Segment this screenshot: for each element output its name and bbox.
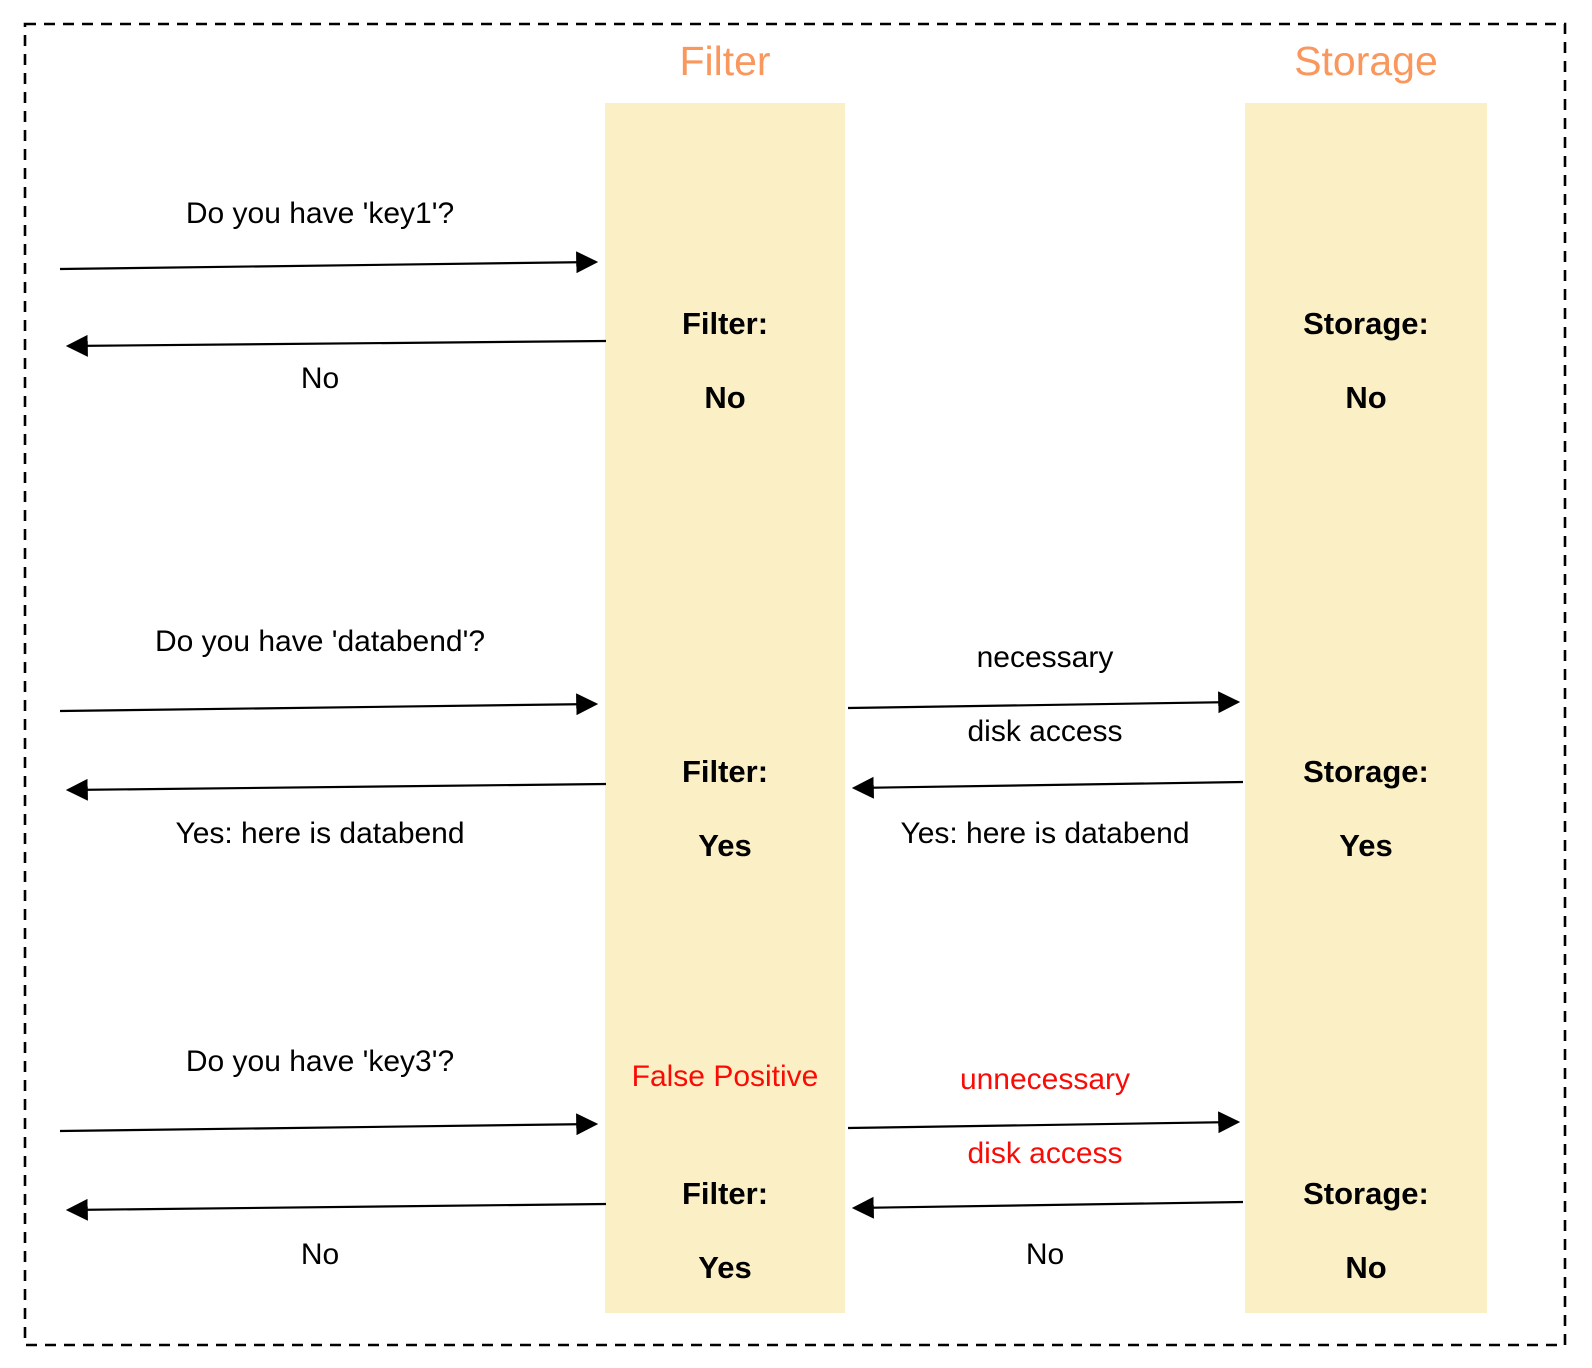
storage-state-row1-value: No (1345, 380, 1387, 415)
reply-label-row2: Yes: here is databend (175, 817, 465, 850)
filter-state-row1-value: No (704, 380, 746, 415)
arrow-client-to-filter-row3 (59, 1113, 599, 1136)
false-positive-annotation: False Positive (631, 1060, 819, 1093)
filter-state-row1-label: Filter: (681, 306, 769, 341)
request-label-row3: Do you have 'key3'? (185, 1045, 455, 1078)
storage-state-row3-value: No (1345, 1250, 1387, 1285)
disk-access-note-row3-line1: unnecessary (959, 1063, 1131, 1096)
disk-access-note-row2-line1: necessary (976, 641, 1114, 674)
filter-state-row3-value: Yes (698, 1250, 752, 1285)
request-label-row2: Do you have 'databend'? (154, 625, 486, 658)
filter-state-row2: Filter: Yes (605, 716, 845, 901)
arrow-filter-to-client-row2 (65, 778, 607, 801)
reply-label-row1: No (300, 362, 340, 395)
filter-state-row2-value: Yes (698, 828, 752, 863)
disk-access-note-row3: unnecessary disk access (845, 1024, 1245, 1209)
storage-reply-label-row3: No (1025, 1238, 1065, 1271)
filter-state-row1: Filter: No (605, 268, 845, 453)
storage-state-row1: Storage: No (1245, 268, 1487, 453)
storage-state-row3: Storage: No (1245, 1138, 1487, 1323)
storage-state-row2-value: Yes (1339, 828, 1393, 863)
storage-state-row2-label: Storage: (1303, 754, 1429, 789)
storage-state-row1-label: Storage: (1303, 306, 1429, 341)
storage-reply-label-row2: Yes: here is databend (900, 817, 1190, 850)
arrow-filter-to-client-row1 (65, 334, 607, 357)
storage-state-row2: Storage: Yes (1245, 716, 1487, 901)
request-label-row1: Do you have 'key1'? (185, 197, 455, 230)
disk-access-note-row2: necessary disk access (845, 602, 1245, 787)
filter-state-row2-label: Filter: (681, 754, 769, 789)
storage-state-row3-label: Storage: (1303, 1176, 1429, 1211)
filter-lane-title: Filter (679, 38, 771, 84)
storage-lane-title: Storage (1294, 38, 1438, 84)
disk-access-note-row3-line2: disk access (967, 1137, 1123, 1170)
filter-state-row3: Filter: Yes (605, 1138, 845, 1323)
arrow-client-to-filter-row1 (59, 251, 599, 274)
reply-label-row3: No (300, 1238, 340, 1271)
disk-access-note-row2-line2: disk access (967, 715, 1123, 748)
arrow-client-to-filter-row2 (59, 693, 599, 716)
arrow-filter-to-client-row3 (65, 1198, 607, 1221)
filter-state-row3-label: Filter: (681, 1176, 769, 1211)
